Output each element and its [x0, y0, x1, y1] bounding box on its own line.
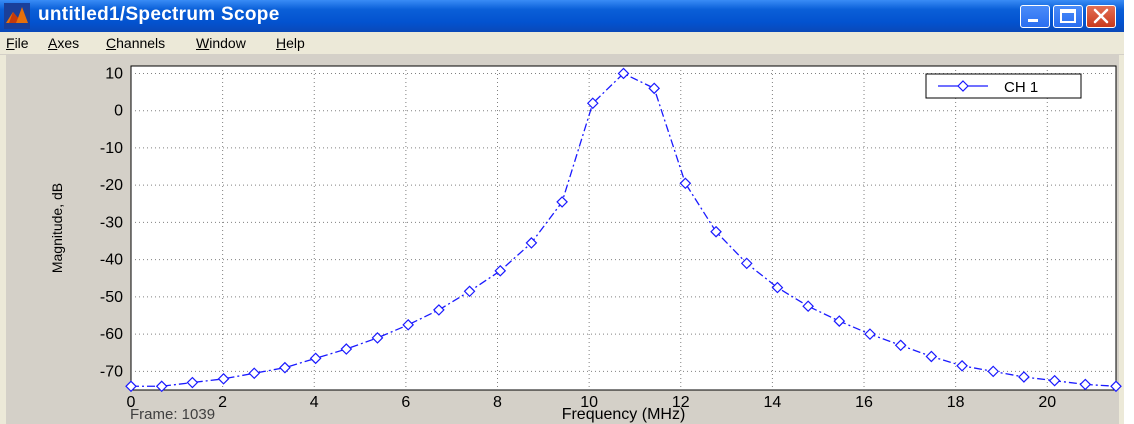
maximize-button[interactable]	[1053, 5, 1083, 28]
y-axis-label: Magnitude, dB	[49, 183, 65, 273]
series-layer	[125, 67, 1122, 393]
matlab-icon	[4, 3, 30, 29]
x-tick-label: 6	[401, 394, 410, 411]
legend-entry-ch1: CH 1	[1004, 79, 1038, 96]
y-tick-label: 10	[105, 65, 123, 82]
data-point	[1018, 371, 1030, 383]
menu-file[interactable]: File	[6, 35, 29, 51]
frame-counter: Frame: 1039	[130, 406, 216, 423]
data-point	[1079, 378, 1092, 391]
data-point	[740, 257, 753, 270]
data-point	[433, 304, 445, 316]
x-tick-label: 14	[763, 394, 781, 411]
menu-axes[interactable]: Axes	[48, 35, 80, 51]
data-point	[864, 328, 876, 340]
x-tick-label: 8	[493, 394, 502, 411]
data-point	[279, 361, 291, 374]
data-point	[802, 300, 814, 313]
close-button[interactable]	[1086, 5, 1116, 28]
data-point	[894, 339, 907, 352]
tick-labels: 0 2 4 6 8 10 12 14 16 18 20 10 0 -10 -20 -30 -40 -50 -60 -7…	[100, 65, 1056, 411]
x-tick-label: 0	[127, 394, 136, 411]
data-point	[956, 359, 968, 372]
window-title: untitled1/Spectrum Scope	[38, 4, 280, 25]
x-tick-label: 10	[580, 394, 598, 411]
data-point	[987, 365, 1000, 378]
data-point	[155, 380, 168, 393]
y-tick-label: -30	[100, 214, 123, 231]
x-tick-label: 2	[218, 394, 227, 411]
page-margin	[1124, 0, 1134, 424]
data-point	[186, 376, 199, 389]
maximize-icon	[1060, 9, 1076, 23]
menu-help[interactable]: Help	[276, 35, 305, 51]
menu-window[interactable]: Window	[196, 35, 246, 51]
x-tick-label: 18	[947, 394, 965, 411]
y-tick-label: -50	[100, 289, 123, 306]
x-tick-label: 4	[310, 394, 319, 411]
y-tick-label: -60	[100, 326, 123, 343]
diamond-marker-icon	[957, 80, 969, 92]
data-point	[617, 67, 630, 80]
legend: CH 1	[925, 73, 1082, 99]
data-point	[925, 350, 938, 363]
data-point	[710, 225, 722, 238]
data-point	[771, 281, 784, 294]
data-point	[402, 318, 415, 331]
data-point	[679, 177, 692, 190]
data-point	[1048, 374, 1061, 387]
x-tick-label: 16	[855, 394, 873, 411]
title-bar[interactable]: untitled1/Spectrum Scope	[0, 0, 1124, 32]
x-axis-label: Frequency (MHz)	[562, 406, 686, 423]
data-point	[556, 196, 568, 208]
grid-lines	[131, 66, 1116, 390]
minimize-icon	[1028, 19, 1038, 22]
menu-channels[interactable]: Channels	[106, 35, 166, 51]
axes-background	[130, 65, 1117, 391]
data-point	[371, 332, 384, 344]
x-tick-label: 20	[1038, 394, 1056, 411]
data-point	[586, 97, 599, 110]
data-point	[248, 367, 261, 380]
data-point	[525, 237, 538, 249]
data-point	[125, 380, 137, 393]
data-point	[494, 264, 507, 277]
series-line-ch1	[131, 72, 1117, 387]
data-point	[833, 315, 846, 327]
y-tick-label: -70	[100, 363, 123, 380]
data-point	[1110, 380, 1122, 393]
data-point	[463, 285, 476, 298]
data-point	[217, 372, 230, 385]
close-icon	[1093, 8, 1109, 24]
y-tick-label: 0	[114, 103, 123, 120]
x-tick-label: 12	[672, 394, 690, 411]
y-tick-label: -40	[100, 252, 123, 269]
data-point	[648, 82, 661, 95]
y-tick-label: -10	[100, 140, 123, 157]
y-tick-label: -20	[100, 177, 123, 194]
data-point	[309, 352, 322, 365]
data-point	[340, 343, 353, 355]
minimize-button[interactable]	[1020, 5, 1050, 28]
